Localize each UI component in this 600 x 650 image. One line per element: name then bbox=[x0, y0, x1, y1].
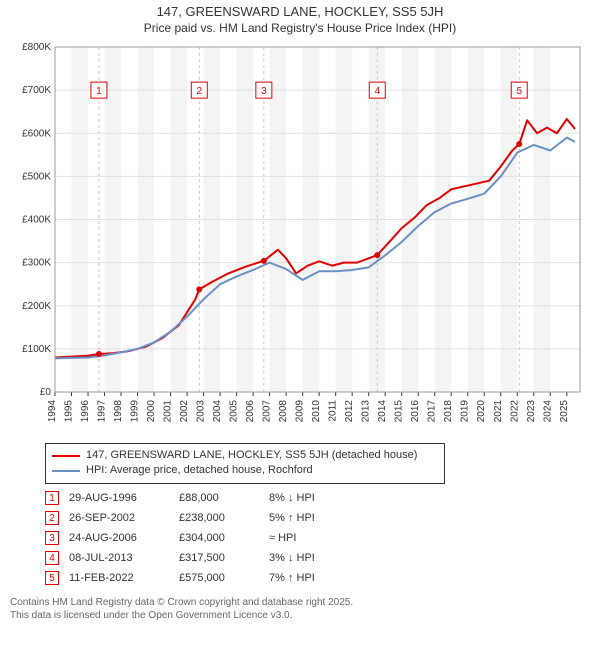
event-number: 3 bbox=[45, 531, 59, 545]
event-number: 2 bbox=[45, 511, 59, 525]
legend-row: 147, GREENSWARD LANE, HOCKLEY, SS5 5JH (… bbox=[52, 448, 438, 463]
event-date: 11-FEB-2022 bbox=[69, 568, 179, 588]
svg-text:1: 1 bbox=[96, 86, 102, 97]
svg-text:£500K: £500K bbox=[22, 171, 51, 182]
svg-text:2012: 2012 bbox=[344, 400, 355, 423]
svg-text:2019: 2019 bbox=[460, 400, 471, 423]
event-price: £575,000 bbox=[179, 568, 269, 588]
svg-text:2016: 2016 bbox=[410, 400, 421, 423]
legend-label: HPI: Average price, detached house, Roch… bbox=[86, 463, 313, 478]
svg-text:4: 4 bbox=[374, 86, 380, 97]
event-date: 26-SEP-2002 bbox=[69, 508, 179, 528]
svg-text:2021: 2021 bbox=[493, 400, 504, 423]
chart-svg: £0 £100K £200K £300K £400K £500K £600K £700K £80… bbox=[10, 37, 590, 437]
legend-swatch bbox=[52, 455, 80, 457]
event-price: £88,000 bbox=[179, 488, 269, 508]
svg-text:2004: 2004 bbox=[212, 400, 223, 423]
event-price: £317,500 bbox=[179, 548, 269, 568]
event-date: 29-AUG-1996 bbox=[69, 488, 179, 508]
event-date: 08-JUL-2013 bbox=[69, 548, 179, 568]
svg-text:1995: 1995 bbox=[64, 400, 75, 423]
svg-text:2: 2 bbox=[197, 86, 203, 97]
svg-text:1996: 1996 bbox=[80, 400, 91, 423]
svg-text:£400K: £400K bbox=[22, 215, 51, 226]
svg-text:£700K: £700K bbox=[22, 85, 51, 96]
svg-text:2002: 2002 bbox=[179, 400, 190, 423]
svg-text:2017: 2017 bbox=[427, 400, 438, 423]
svg-text:2001: 2001 bbox=[163, 400, 174, 423]
svg-text:2020: 2020 bbox=[476, 400, 487, 423]
svg-text:1999: 1999 bbox=[130, 400, 141, 423]
svg-text:2006: 2006 bbox=[245, 400, 256, 423]
event-price: £238,000 bbox=[179, 508, 269, 528]
svg-text:2008: 2008 bbox=[278, 400, 289, 423]
event-date: 24-AUG-2006 bbox=[69, 528, 179, 548]
svg-text:£0: £0 bbox=[40, 387, 52, 398]
title-block: 147, GREENSWARD LANE, HOCKLEY, SS5 5JH P… bbox=[0, 0, 600, 37]
svg-text:£300K: £300K bbox=[22, 258, 51, 269]
legend-box: 147, GREENSWARD LANE, HOCKLEY, SS5 5JH (… bbox=[45, 443, 445, 484]
chart-subtitle: Price paid vs. HM Land Registry's House … bbox=[10, 21, 590, 35]
event-row: 1 29-AUG-1996£88,0008% ↓ HPI bbox=[45, 488, 325, 508]
svg-text:2023: 2023 bbox=[526, 400, 537, 423]
svg-text:2014: 2014 bbox=[377, 400, 388, 423]
svg-text:2018: 2018 bbox=[443, 400, 454, 423]
svg-text:2000: 2000 bbox=[146, 400, 157, 423]
svg-text:2003: 2003 bbox=[196, 400, 207, 423]
event-delta: 7% ↑ HPI bbox=[269, 568, 325, 588]
footer: Contains HM Land Registry data © Crown c… bbox=[10, 596, 600, 622]
event-delta: ≈ HPI bbox=[269, 528, 325, 548]
event-delta: 3% ↓ HPI bbox=[269, 548, 325, 568]
svg-text:£100K: £100K bbox=[22, 344, 51, 355]
svg-text:2011: 2011 bbox=[328, 400, 339, 422]
svg-text:2007: 2007 bbox=[262, 400, 273, 423]
event-number: 1 bbox=[45, 491, 59, 505]
svg-text:2022: 2022 bbox=[509, 400, 520, 423]
svg-text:2005: 2005 bbox=[229, 400, 240, 423]
chart-title: 147, GREENSWARD LANE, HOCKLEY, SS5 5JH bbox=[10, 4, 590, 19]
chart-area: £0 £100K £200K £300K £400K £500K £600K £700K £80… bbox=[10, 37, 590, 437]
event-row: 3 24-AUG-2006£304,000≈ HPI bbox=[45, 528, 325, 548]
event-number: 4 bbox=[45, 551, 59, 565]
event-row: 4 08-JUL-2013£317,5003% ↓ HPI bbox=[45, 548, 325, 568]
footer-line-1: Contains HM Land Registry data © Crown c… bbox=[10, 596, 600, 609]
event-row: 5 11-FEB-2022£575,0007% ↑ HPI bbox=[45, 568, 325, 588]
event-number: 5 bbox=[45, 571, 59, 585]
legend-row: HPI: Average price, detached house, Roch… bbox=[52, 463, 438, 478]
events-table: 129-AUG-1996£88,0008% ↓ HPI226-SEP-2002£… bbox=[45, 488, 325, 588]
event-delta: 5% ↑ HPI bbox=[269, 508, 325, 528]
svg-text:3: 3 bbox=[261, 86, 267, 97]
svg-text:2009: 2009 bbox=[295, 400, 306, 423]
svg-text:5: 5 bbox=[516, 86, 522, 97]
svg-text:2010: 2010 bbox=[311, 400, 322, 423]
svg-text:1994: 1994 bbox=[47, 400, 58, 423]
svg-text:2015: 2015 bbox=[394, 400, 405, 423]
event-delta: 8% ↓ HPI bbox=[269, 488, 325, 508]
svg-text:2024: 2024 bbox=[542, 400, 553, 423]
event-row: 2 26-SEP-2002£238,0005% ↑ HPI bbox=[45, 508, 325, 528]
svg-text:1998: 1998 bbox=[113, 400, 124, 423]
footer-line-2: This data is licensed under the Open Gov… bbox=[10, 609, 600, 622]
event-price: £304,000 bbox=[179, 528, 269, 548]
svg-text:1997: 1997 bbox=[97, 400, 108, 423]
legend-swatch bbox=[52, 470, 80, 472]
svg-text:£800K: £800K bbox=[22, 42, 51, 53]
svg-text:2013: 2013 bbox=[361, 400, 372, 423]
svg-text:£200K: £200K bbox=[22, 301, 51, 312]
svg-text:2025: 2025 bbox=[559, 400, 570, 423]
legend-label: 147, GREENSWARD LANE, HOCKLEY, SS5 5JH (… bbox=[86, 448, 417, 463]
svg-text:£600K: £600K bbox=[22, 128, 51, 139]
